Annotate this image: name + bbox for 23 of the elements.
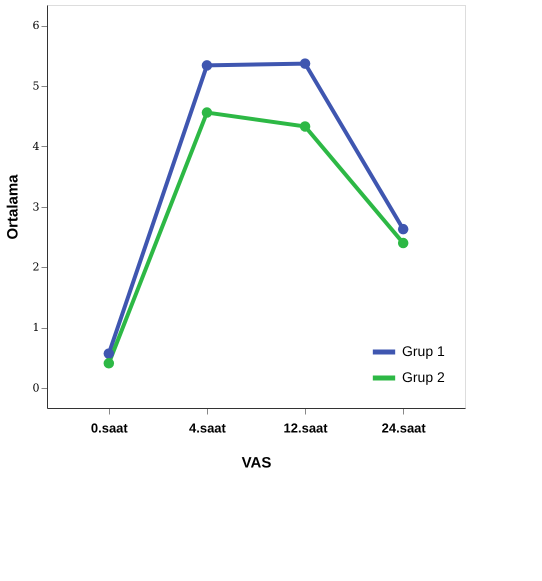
y-tick-label: 5 [32,79,40,92]
legend-label: Grup 2 [402,369,446,385]
y-tick-label: 0 [32,382,40,395]
x-tick-label: 4.saat [189,420,227,436]
y-tick-label: 1 [32,321,40,334]
point [104,348,114,359]
y-axis-title: Ortalama [4,174,22,240]
y-tick-label: 3 [32,200,40,214]
point [300,58,310,69]
point [202,107,212,118]
x-tick-label: 0.saat [90,420,128,436]
x-tick-label: 12.saat [284,420,328,436]
y-tick-label: 4 [32,140,40,153]
point [104,358,114,369]
y-tick-label: 2 [32,260,40,274]
x-axis-title: VAS [242,454,272,472]
x-tick-label: 24.saat [382,420,426,436]
point [300,121,310,132]
point [202,60,212,71]
point [398,238,408,248]
y-tick-label: 6 [32,19,40,32]
point [398,224,408,234]
legend-label: Grup 1 [402,343,446,359]
